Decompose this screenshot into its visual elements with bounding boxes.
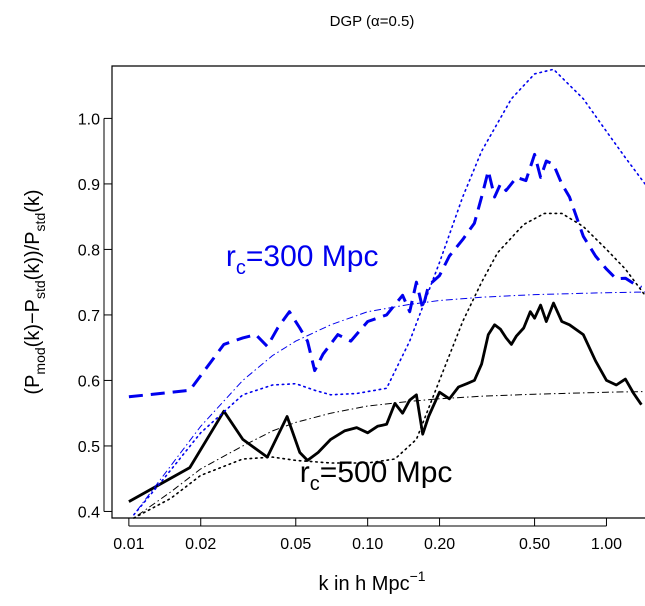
series-line-1-solid [128,301,643,503]
x-tick-label: 0.01 [113,536,144,553]
series-line-5-dotdash [133,291,645,516]
chart-title: DGP (α=0.5) [330,13,415,30]
y-tick-label: 0.6 [78,373,100,390]
plot-area [111,65,645,519]
x-axis: 0.01 0.02 0.05 0.10 0.20 0.50 1.00 [113,518,622,553]
series-line-6-dotdash [133,391,645,519]
x-axis-label: k in h Mpc−1 [318,568,425,595]
series-line-4-dotted [133,212,645,519]
y-tick-label: 0.9 [78,177,100,194]
y-tick-label: 0.5 [78,439,100,456]
y-tick-label: 0.8 [78,242,100,259]
series-layer [128,68,645,519]
y-axis-label: (Pmod(k)−Pstd(k))/Pstd(k) [22,189,48,394]
y-tick-label: 0.7 [78,308,100,325]
annotation-layer: rc=300 Mpc rc=500 Mpc [226,240,452,495]
annotation-1: rc=300 Mpc [226,240,379,279]
series-line-3-dotted [133,68,645,516]
annotation-2: rc=500 Mpc [300,456,453,495]
y-tick-label: 0.4 [78,504,100,521]
series-line-2-dashed [128,152,643,399]
y-axis: 0.4 0.5 0.6 0.7 0.8 0.9 1.0 [78,111,112,521]
plot-frame [111,65,645,519]
x-tick-label: 1.00 [591,536,622,553]
x-tick-label: 0.02 [185,536,216,553]
x-tick-label: 0.05 [280,536,311,553]
x-axis-label-main: k in h Mpc [318,573,409,595]
x-tick-label: 0.20 [424,536,455,553]
x-tick-label: 0.10 [352,536,383,553]
y-tick-label: 1.0 [78,111,100,128]
x-tick-label: 0.50 [519,536,550,553]
x-axis-label-sup: −1 [410,568,426,584]
